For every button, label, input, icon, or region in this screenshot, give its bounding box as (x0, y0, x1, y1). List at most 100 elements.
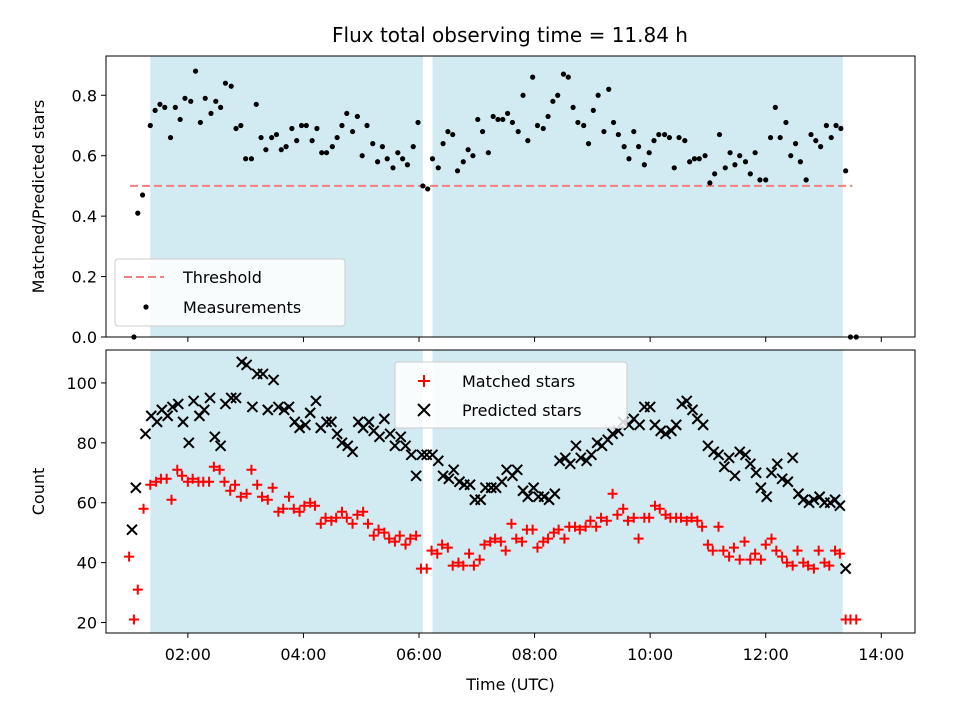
measurement-point (843, 168, 849, 174)
predicted-star-point (686, 404, 699, 416)
measurement-point (610, 119, 617, 126)
matched-star-point (601, 515, 612, 526)
measurement-point (303, 122, 309, 129)
measurement-point (833, 122, 839, 129)
predicted-star-point (373, 431, 386, 443)
predicted-star-point (432, 455, 444, 467)
measurement-point (792, 141, 799, 147)
predicted-star-point (443, 473, 455, 485)
matched-star-point (132, 584, 143, 595)
predicted-star-point (633, 419, 646, 431)
measurement-point (415, 119, 421, 126)
measurement-point (490, 113, 496, 120)
measurement-point (384, 156, 390, 162)
measurement-point (222, 80, 229, 86)
measurement-point (273, 131, 280, 138)
matched-star-point (437, 539, 448, 550)
y-tick-label: 20 (77, 614, 97, 633)
observing-span (150, 350, 423, 633)
predicted-star-point (320, 416, 333, 428)
measurement-point (818, 144, 824, 150)
legend-predicted-label: Predicted stars (462, 401, 582, 420)
predicted-star-point (172, 398, 184, 410)
matched-star-point (426, 545, 437, 556)
predicted-star-point (378, 413, 391, 425)
y-tick-label: 0.0 (72, 328, 97, 347)
measurement-point (359, 153, 365, 159)
matched-star-point (490, 533, 501, 544)
matched-star-point (543, 533, 554, 544)
matched-star-point (294, 506, 305, 517)
predicted-star-point (776, 473, 788, 485)
matched-star-point (405, 533, 416, 544)
measurement-point (238, 122, 244, 129)
measurement-point (404, 162, 411, 168)
predicted-star-point (405, 449, 418, 461)
matched-star-point (728, 542, 739, 553)
measurement-point (838, 125, 844, 132)
predicted-star-point (204, 392, 216, 404)
x-tick-label: 08:00 (512, 645, 558, 664)
measurement-point (635, 144, 642, 150)
measurement-point (530, 74, 536, 80)
measurement-point (400, 156, 406, 162)
matched-star-point (792, 545, 803, 556)
predicted-star-point (670, 419, 682, 431)
measurement-point (465, 147, 471, 153)
y-tick-label: 0.2 (72, 268, 97, 287)
measurement-point (565, 74, 571, 80)
measurement-point (641, 162, 647, 168)
matched-star-point (644, 512, 655, 523)
matched-star-point (527, 524, 538, 535)
measurement-point (253, 101, 259, 107)
measurement-point (243, 156, 249, 162)
measurement-point (570, 104, 576, 110)
measurement-point (162, 104, 168, 110)
predicted-star-point (187, 395, 200, 407)
predicted-star-point (644, 401, 656, 413)
measurement-point (646, 150, 652, 156)
measurement-point (319, 150, 325, 156)
measurement-point (509, 119, 516, 126)
measurement-point (515, 128, 521, 135)
measurement-point (545, 113, 551, 120)
measurement-point (788, 153, 794, 159)
measurement-point (783, 119, 789, 126)
matched-star-point (745, 554, 756, 565)
measurement-point (374, 159, 381, 165)
matched-star-point (612, 509, 623, 520)
matched-star-point (267, 482, 278, 493)
measurement-point (135, 210, 141, 216)
measurement-point (707, 180, 713, 186)
matched-star-point (442, 542, 453, 553)
matched-star-point (309, 500, 320, 511)
measurement-point (727, 150, 733, 156)
predicted-star-point (606, 428, 619, 440)
matched-star-point (580, 521, 591, 532)
predicted-star-point (729, 470, 741, 482)
predicted-star-point (151, 416, 163, 428)
predicted-star-point (511, 464, 523, 476)
measurement-point (581, 122, 587, 129)
predicted-star-point (750, 467, 762, 479)
measurement-point (666, 134, 673, 141)
predicted-star-point (262, 404, 274, 416)
measurement-point (157, 101, 163, 107)
predicted-star-point (474, 494, 487, 506)
matched-star-point (654, 503, 665, 514)
measurement-point (631, 128, 637, 135)
matched-star-point (145, 479, 156, 490)
measurement-point (460, 159, 466, 165)
matched-star-point (808, 563, 819, 574)
measurement-point (550, 98, 556, 104)
measurement-point (379, 144, 386, 150)
measurement-point (354, 113, 360, 120)
measurement-point (450, 131, 456, 138)
matched-star-point (341, 512, 352, 523)
predicted-star-point (283, 401, 295, 413)
measurement-point (410, 144, 416, 150)
x-tick-label: 14:00 (858, 645, 904, 664)
x-tick-label: 02:00 (165, 645, 211, 664)
measurement-point (147, 122, 153, 129)
